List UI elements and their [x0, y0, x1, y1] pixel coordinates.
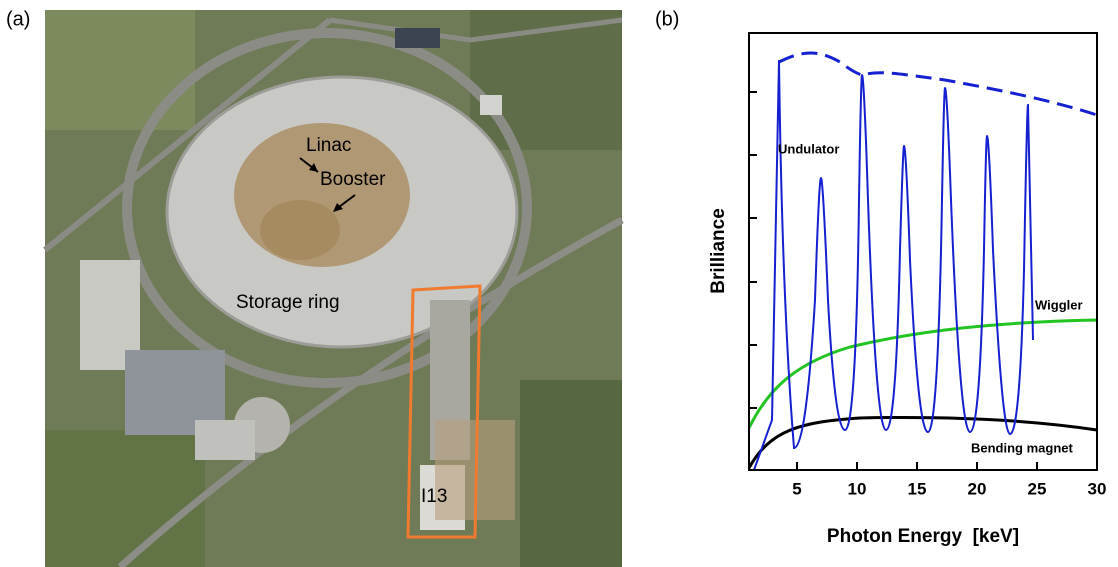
x-tick-label: 5	[792, 479, 801, 498]
photo-label: I13	[421, 486, 447, 507]
annotation: Undulator	[778, 141, 839, 156]
x-tick-label: 30	[1088, 479, 1107, 498]
annotation: Wiggler	[1035, 297, 1083, 312]
y-ticks	[749, 91, 757, 409]
panel-label: (a)	[6, 8, 30, 30]
y-axis-label: Brilliance	[708, 208, 729, 294]
plot-area	[747, 32, 1098, 471]
aerial-photo	[43, 10, 624, 567]
x-tick-label: 25	[1028, 479, 1047, 498]
photo-label: Booster	[320, 169, 386, 190]
panel-label: (b)	[655, 8, 679, 30]
wiggler-curve	[747, 318, 1098, 429]
annotation: Bending magnet	[971, 440, 1074, 455]
x-axis-label: Photon Energy [keV]	[827, 526, 1019, 547]
bending-magnet-curve	[747, 416, 1098, 469]
undulator-dashed-envelope	[778, 51, 1098, 117]
undulator-curve	[753, 59, 1034, 471]
x-tick-label: 10	[848, 479, 867, 498]
photo-label: Linac	[306, 135, 351, 156]
x-tick-label: 15	[908, 479, 927, 498]
x-tick-label: 20	[968, 479, 987, 498]
photo-label: Storage ring	[236, 292, 340, 313]
